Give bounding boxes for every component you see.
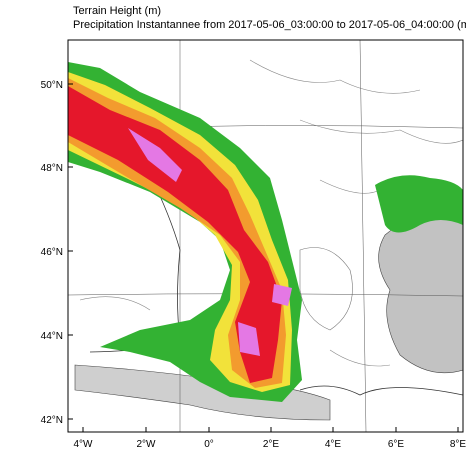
lat-tick-label: 50°N bbox=[41, 80, 63, 91]
lat-tick-label: 48°N bbox=[41, 163, 63, 174]
terrain-contours bbox=[79, 59, 463, 367]
terrain-pyrenees bbox=[74, 364, 331, 421]
lon-tick-label: 2°W bbox=[137, 439, 157, 450]
lon-tick-label: 2°E bbox=[263, 439, 280, 450]
title-line2: Precipitation Instantannee from 2017-05-… bbox=[73, 19, 466, 31]
lon-tick-label: 0° bbox=[204, 439, 214, 450]
lon-tick-label: 6°E bbox=[388, 439, 405, 450]
lat-tick-label: 44°N bbox=[41, 331, 63, 342]
map-area bbox=[68, 40, 463, 432]
title-line1: Terrain Height (m) bbox=[73, 5, 161, 17]
precip-magenta bbox=[128, 128, 292, 356]
lon-tick-label: 4°E bbox=[325, 439, 342, 450]
precip-red bbox=[68, 86, 282, 383]
map-frame bbox=[67, 39, 464, 433]
axis-ticks: 50°N 48°N 46°N 44°N 42°N 4°W 2°W 0° 2°E 4°E 6°E 8°E bbox=[41, 80, 466, 450]
lon-tick-label: 4°W bbox=[74, 439, 94, 450]
precip-green-ne bbox=[375, 175, 463, 233]
terrain-massif bbox=[299, 247, 353, 331]
lat-tick-label: 46°N bbox=[41, 247, 63, 258]
lat-tick-label: 42°N bbox=[41, 415, 63, 426]
lon-tick-label: 8°E bbox=[450, 439, 466, 450]
